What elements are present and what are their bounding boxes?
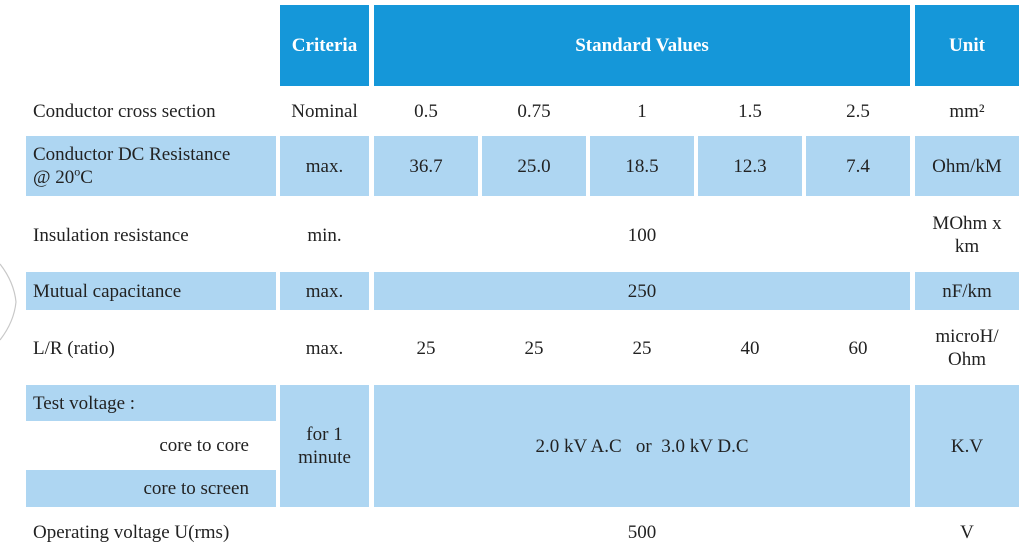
row-test-voltage-value: 2.0 kV A.C or 3.0 kV D.C — [374, 385, 910, 507]
row-lr-value: 25 — [524, 337, 544, 359]
row-capacitance-label: Mutual capacitance — [26, 272, 276, 310]
row-test-voltage-label: Test voltage : — [26, 385, 276, 421]
row-operating-unit: V — [960, 521, 974, 543]
row-test-voltage-unit: K.V — [915, 385, 1019, 507]
row-cross-section-value: 1 — [637, 100, 647, 122]
row-test-voltage-sub-core-to-core: core to core — [159, 435, 249, 456]
row-test-voltage-sub-core-to-screen: core to screen — [26, 470, 276, 507]
row-cross-section-value: 2.5 — [846, 100, 870, 122]
row-operating-label: Operating voltage U(rms) — [33, 521, 230, 543]
row-dc-resistance-value: 18.5 — [590, 136, 694, 196]
row-cross-section-value: 0.5 — [414, 100, 438, 122]
header-criteria: Criteria — [280, 5, 369, 86]
row-capacitance-unit: nF/km — [915, 272, 1019, 310]
row-lr-value: 25 — [416, 337, 436, 359]
row-insulation-value: 100 — [627, 224, 657, 246]
row-lr-criteria: max. — [305, 337, 344, 359]
row-cross-section-unit: mm² — [949, 100, 985, 122]
row-insulation-criteria: min. — [307, 224, 342, 246]
row-dc-resistance-unit: Ohm/kM — [915, 136, 1019, 196]
row-insulation-label: Insulation resistance — [33, 224, 189, 246]
row-insulation-unit: MOhm x km — [932, 213, 1002, 257]
row-dc-resistance-value: 7.4 — [806, 136, 910, 196]
row-dc-resistance-label: Conductor DC Resistance @ 20oC — [26, 136, 276, 196]
row-dc-resistance-value: 12.3 — [698, 136, 802, 196]
edge-decoration — [0, 263, 17, 341]
row-dc-resistance-value: 25.0 — [482, 136, 586, 196]
row-lr-value: 40 — [740, 337, 760, 359]
row-dc-resistance-value: 36.7 — [374, 136, 478, 196]
row-cross-section-criteria: Nominal — [291, 100, 358, 122]
row-lr-unit: microH/Ohm — [935, 326, 999, 370]
row-lr-value: 60 — [848, 337, 868, 359]
row-cross-section-value: 0.75 — [517, 100, 551, 122]
row-cross-section-value: 1.5 — [738, 100, 762, 122]
row-cross-section-label: Conductor cross section — [33, 100, 216, 122]
header-unit: Unit — [915, 5, 1019, 86]
row-lr-value: 25 — [632, 337, 652, 359]
row-capacitance-value: 250 — [374, 272, 910, 310]
row-dc-resistance-criteria: max. — [280, 136, 369, 196]
row-lr-label: L/R (ratio) — [33, 337, 115, 359]
header-standard-values: Standard Values — [374, 5, 910, 86]
row-test-voltage-criteria: for 1 minute — [280, 385, 369, 507]
row-operating-value: 500 — [627, 521, 657, 543]
row-capacitance-criteria: max. — [280, 272, 369, 310]
